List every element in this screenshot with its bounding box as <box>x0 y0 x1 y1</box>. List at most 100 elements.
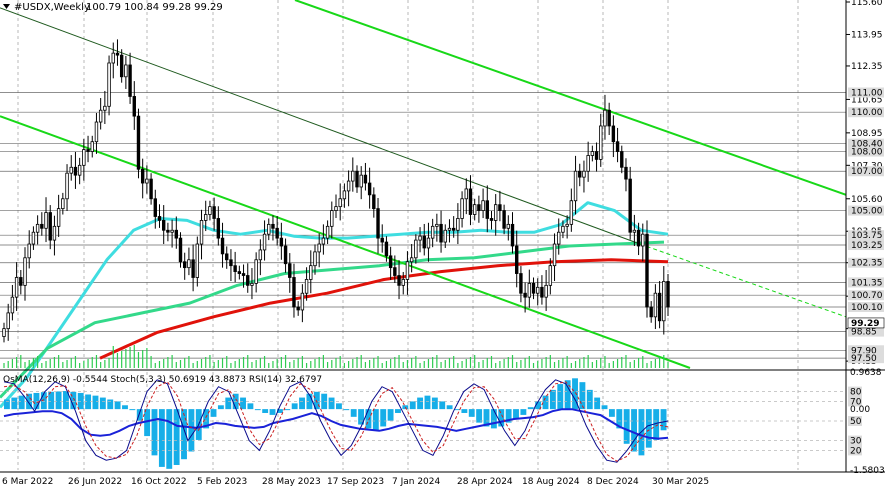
volume-bar <box>91 357 93 368</box>
candle-body <box>283 245 288 265</box>
candle-body <box>355 170 359 188</box>
volume-bar <box>364 362 367 368</box>
volume-bar <box>516 362 518 368</box>
osma-bar <box>217 405 224 410</box>
volume-bar <box>16 357 18 368</box>
symbol-name: #USDX,Weekly <box>14 2 90 13</box>
candle-body <box>435 223 439 227</box>
volume-bar <box>331 360 333 368</box>
candle-body <box>149 178 153 200</box>
dropdown-triangle-icon[interactable] <box>3 4 10 9</box>
osma-bar <box>63 391 69 410</box>
osma-bar <box>572 378 578 410</box>
osma-bar <box>107 399 114 410</box>
candle-body <box>40 223 44 229</box>
volume-bar <box>616 359 619 368</box>
osma-bar <box>520 409 527 415</box>
volume-bar <box>230 363 232 368</box>
osma-bar <box>549 389 556 410</box>
volume-bar <box>209 355 211 368</box>
volume-bar <box>293 360 295 368</box>
level-label-box <box>848 107 884 118</box>
osma-bar <box>372 409 379 431</box>
candle-body <box>254 259 258 284</box>
osma-bar <box>616 409 623 429</box>
candle-body <box>380 237 384 243</box>
volume-bar <box>490 356 493 368</box>
candle-body <box>258 249 263 261</box>
volume-bar <box>32 358 35 368</box>
volume-bar <box>234 361 236 368</box>
osma-bar <box>623 409 630 444</box>
candle-body <box>321 237 326 245</box>
candle-body <box>212 206 216 219</box>
volume-bar <box>255 360 257 368</box>
volume-bar <box>537 361 539 368</box>
volume-bar <box>284 355 287 368</box>
candle-body <box>540 286 544 298</box>
volume-bar <box>570 363 572 368</box>
volume-bar <box>532 363 535 368</box>
volume-bar <box>629 362 631 368</box>
price-tick-label: 115.60 <box>851 0 883 8</box>
time-label: 8 Dec 2024 <box>587 477 639 487</box>
volume-bar <box>465 359 467 368</box>
osma-bar <box>336 403 342 410</box>
volume-bar <box>453 356 455 368</box>
level-label-box <box>848 353 884 364</box>
level-label-box <box>848 138 884 149</box>
level-label: 102.35 <box>851 259 883 269</box>
volume-bar <box>322 355 324 368</box>
oscillator-panel <box>0 378 846 469</box>
volume-bar <box>356 357 358 368</box>
volume-bar <box>406 360 409 368</box>
volume-bar <box>200 359 203 368</box>
osma-bar <box>476 409 483 423</box>
candle-body <box>662 281 666 322</box>
candle-body <box>225 253 229 261</box>
volume-bar <box>154 363 156 368</box>
candle-body <box>233 265 237 272</box>
level-label-box <box>848 302 884 312</box>
volume-bar <box>343 363 346 368</box>
osc-level-label: 80 <box>850 388 862 398</box>
volume-bar <box>95 355 98 368</box>
candle-body <box>657 292 662 322</box>
osma-bar <box>594 397 601 410</box>
osma-bar <box>284 409 291 411</box>
osma-bar <box>11 397 18 410</box>
volume-bar <box>310 361 312 368</box>
volume-bar <box>192 363 194 368</box>
candle-body <box>498 204 502 211</box>
level-label: 103.75 <box>851 231 883 241</box>
osma-bar <box>483 409 490 427</box>
candle-body <box>536 286 540 294</box>
symbol-header: #USDX,Weekly 100.79 100.84 99.28 99.29 <box>3 2 223 13</box>
level-label: 97.50 <box>851 354 877 364</box>
candle-body <box>275 227 279 239</box>
osma-bar <box>77 392 84 410</box>
volume-bar <box>11 359 14 368</box>
osma-bar <box>468 409 475 417</box>
volume-bar <box>507 357 509 368</box>
candle-body <box>414 239 418 259</box>
volume-bar <box>100 362 102 368</box>
volume-bar <box>70 358 72 368</box>
volume-bar <box>263 356 266 368</box>
level-label-box <box>848 326 884 337</box>
candle-body <box>330 210 334 227</box>
osma-bar <box>262 409 269 413</box>
candle-body <box>456 218 460 231</box>
candle-body <box>641 233 645 247</box>
osma-bar <box>446 405 453 410</box>
osma-bar <box>70 391 77 410</box>
candle-body <box>195 243 200 278</box>
candle-body <box>628 178 632 233</box>
candle-body <box>2 328 6 337</box>
candle-body <box>208 206 212 215</box>
volume-bar <box>604 356 606 368</box>
candle-body <box>338 198 342 208</box>
osma-bar <box>645 409 652 448</box>
